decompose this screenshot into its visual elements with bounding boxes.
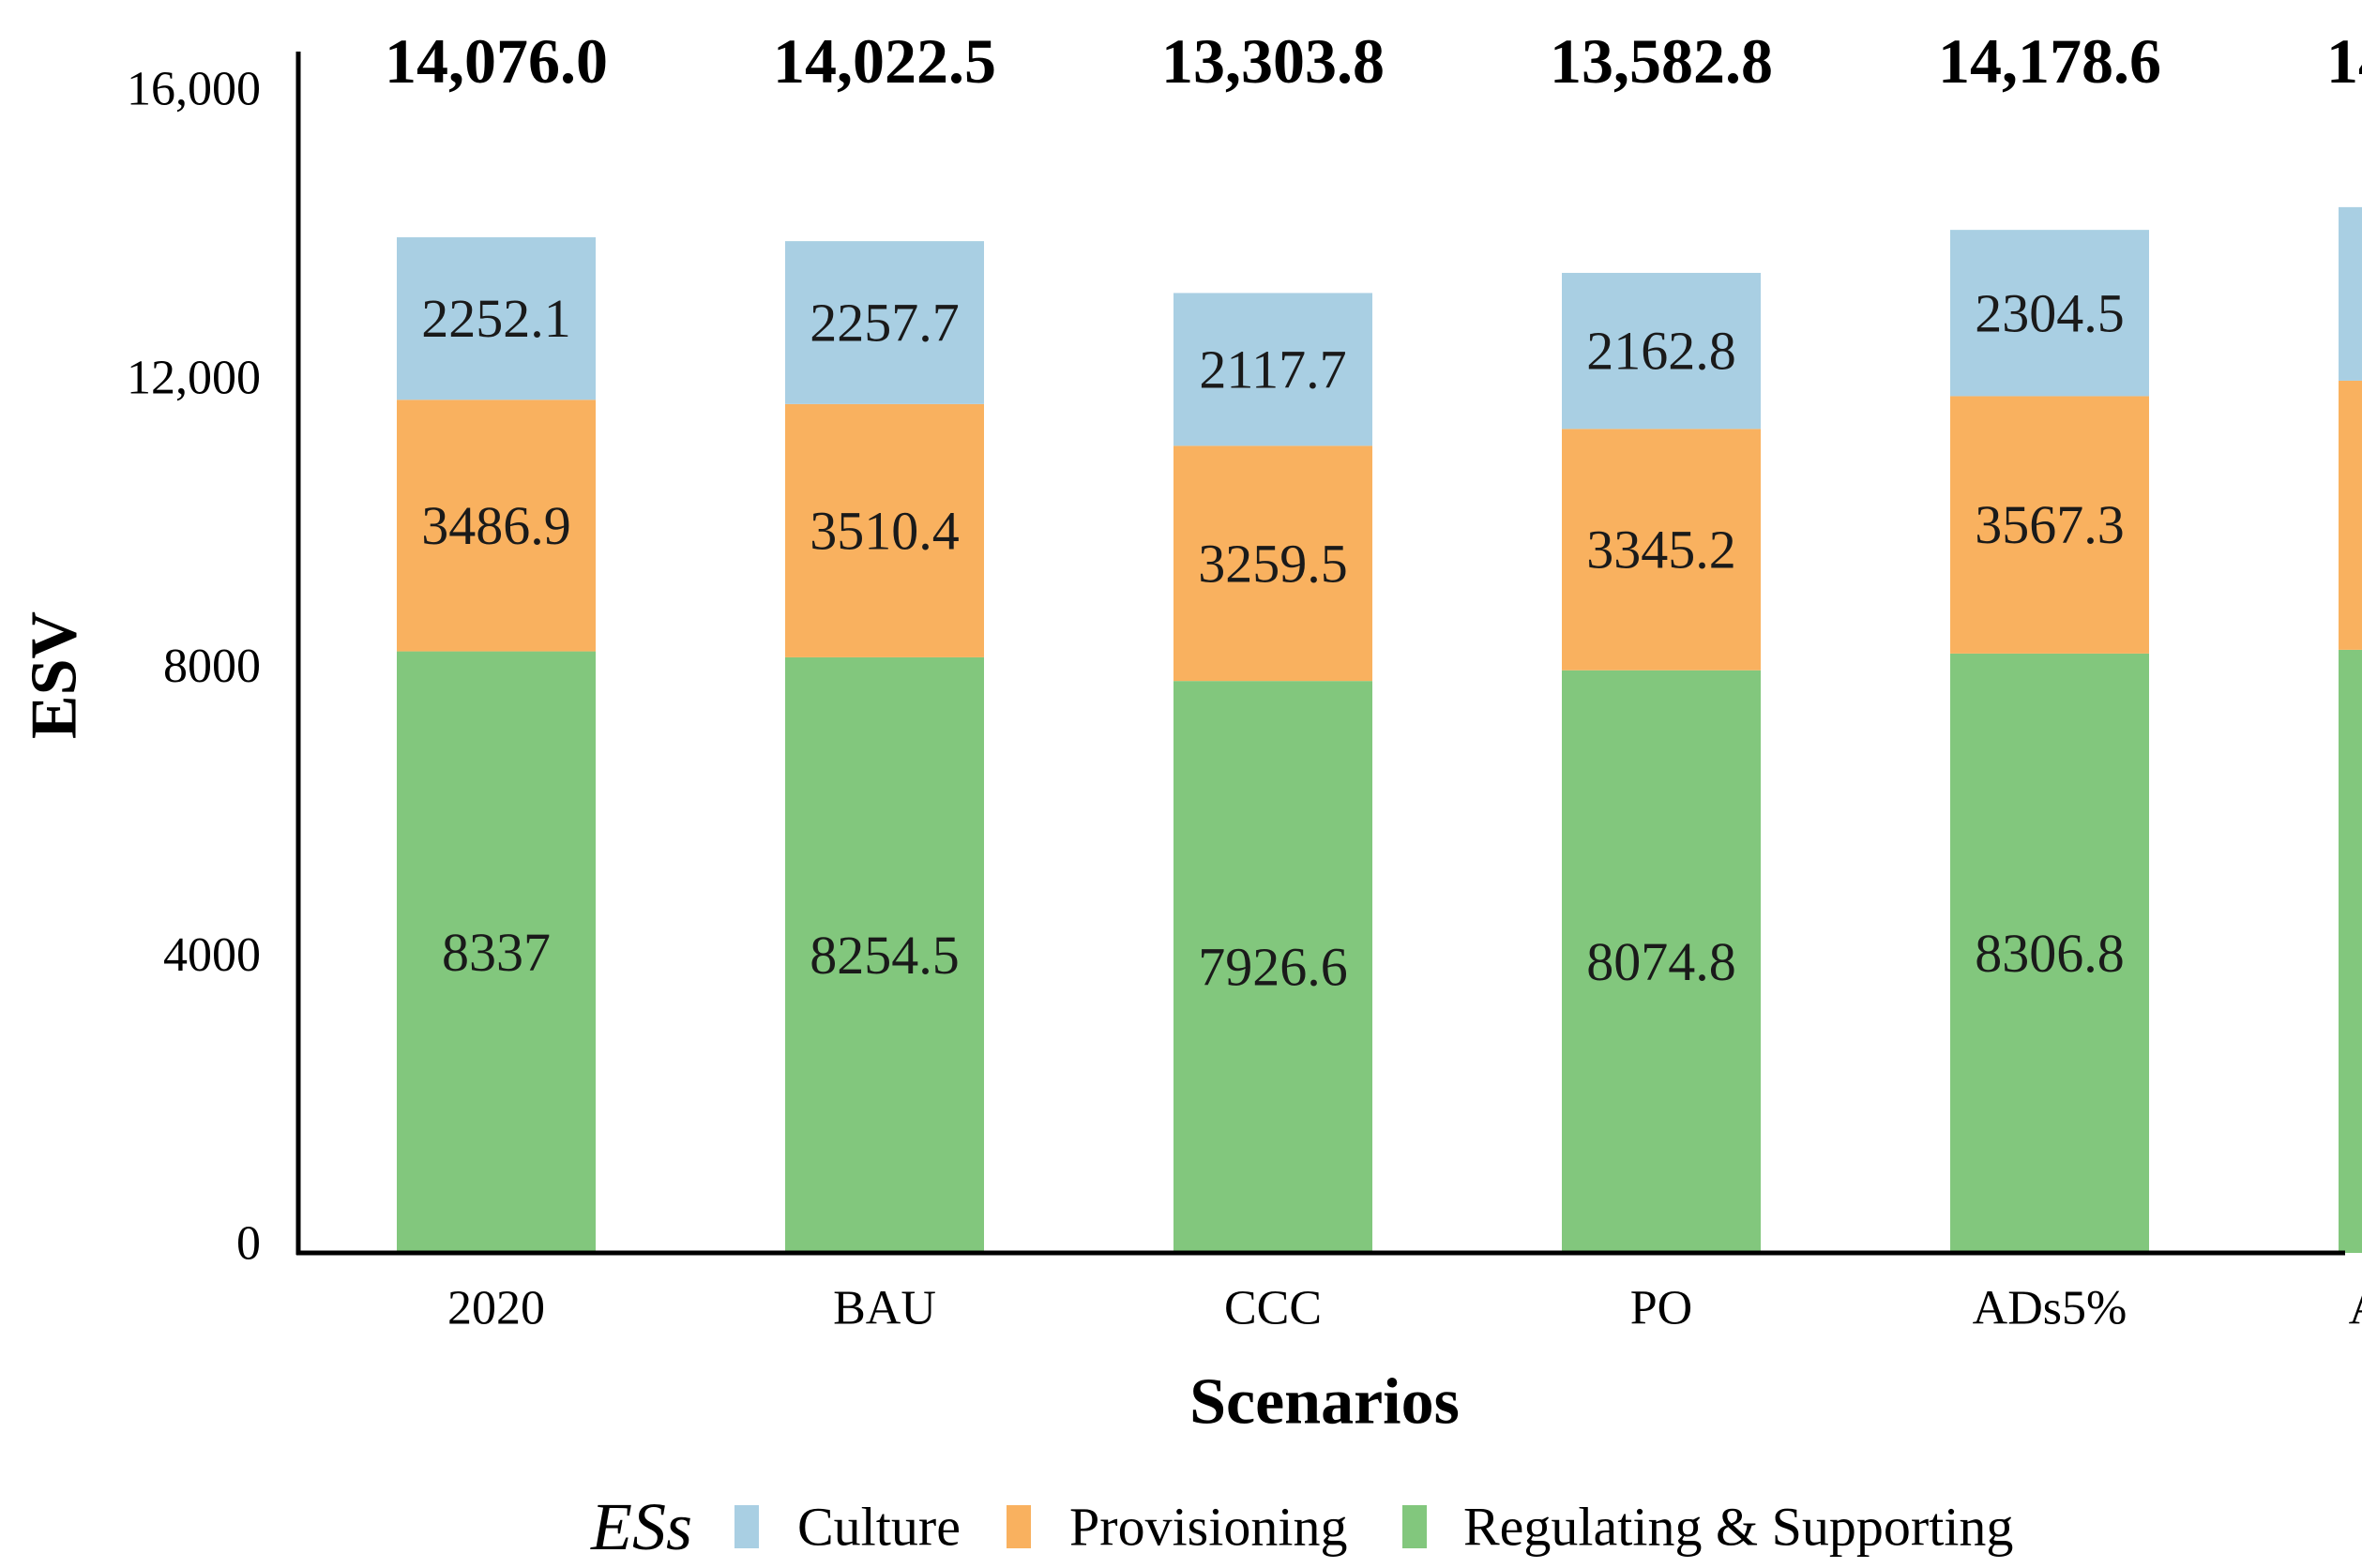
- y-tick-label: 0: [236, 1217, 261, 1271]
- axes-layer: 2020 BAU CCC PO ADs5% ADs10% 0 4000 8000 12,000 16…: [19, 52, 2362, 1439]
- data-label: 3486.9: [421, 495, 571, 556]
- data-label: 8306.8: [1975, 923, 2125, 984]
- x-axis-title: Scenarios: [1189, 1366, 1460, 1439]
- y-tick-label: 12,000: [127, 351, 261, 404]
- legend-swatch: [1007, 1505, 1031, 1548]
- bar-segment-provisioning-ads5: [1950, 396, 2149, 654]
- data-label: 3567.3: [1975, 494, 2125, 555]
- total-label: 14,076.0: [385, 25, 608, 97]
- bar-segment-provisioning-ads10: [2339, 380, 2362, 650]
- bar-segment-culture-po: [1562, 272, 1761, 430]
- bar-segment-regulating-supporting-ccc: [1173, 681, 1372, 1253]
- bar-segment-culture-ads5: [1950, 230, 2149, 397]
- data-label: 2257.7: [810, 292, 960, 353]
- bar-segment-provisioning-bau: [785, 403, 984, 657]
- x-tick-label: ADs5%: [1973, 1282, 2127, 1335]
- total-label: 13,303.8: [1161, 25, 1385, 97]
- bar-segment-culture-bau: [785, 241, 984, 404]
- data-label: 2117.7: [1199, 339, 1346, 400]
- bar-segment-regulating-supporting-po: [1562, 670, 1761, 1253]
- legend-swatch: [1402, 1505, 1427, 1548]
- y-tick-label: 4000: [163, 928, 261, 982]
- data-label: 7926.6: [1198, 937, 1348, 998]
- legend-label: Regulating & Supporting: [1463, 1497, 2013, 1558]
- bar-segment-provisioning-ccc: [1173, 445, 1372, 682]
- bar-segment-culture-2020: [397, 237, 596, 400]
- total-label: 13,582.8: [1550, 25, 1773, 97]
- x-tick-label: CCC: [1224, 1282, 1322, 1335]
- total-label: 14,022.5: [773, 25, 996, 97]
- bar-segment-regulating-supporting-bau: [785, 656, 984, 1253]
- data-label: 8254.5: [810, 925, 960, 986]
- legend-label: Culture: [797, 1497, 961, 1558]
- bar-segment-regulating-supporting-ads10: [2339, 649, 2362, 1253]
- x-tick-label: 2020: [447, 1282, 545, 1335]
- bar-segment-regulating-supporting-2020: [397, 651, 596, 1253]
- bars-layer: [397, 206, 2362, 1253]
- x-tick-label: PO: [1630, 1282, 1692, 1335]
- data-label: 2162.8: [1586, 321, 1736, 382]
- bar-segment-provisioning-2020: [397, 400, 596, 652]
- x-tick-label: ADs10%: [2349, 1282, 2362, 1335]
- bar-segment-provisioning-po: [1562, 429, 1761, 671]
- total-label: 14,494.0: [2326, 25, 2362, 97]
- y-tick-label: 8000: [163, 640, 261, 693]
- data-label: 2252.1: [421, 288, 571, 349]
- data-label: 3510.4: [810, 500, 960, 561]
- data-label: 3345.2: [1586, 520, 1736, 580]
- bar-segment-regulating-supporting-ads5: [1950, 653, 2149, 1253]
- total-label: 14,178.6: [1938, 25, 2161, 97]
- legend-swatch: [734, 1505, 759, 1548]
- legend-label: Provisioning: [1069, 1497, 1348, 1558]
- labels-layer: 8337 3486.9 2252.1 14,076.0 8254.5 3510.4 2257…: [385, 25, 2362, 998]
- data-label: 8074.8: [1586, 931, 1736, 992]
- data-label: 3259.5: [1198, 533, 1348, 594]
- x-tick-label: BAU: [833, 1282, 936, 1335]
- data-label: 2304.5: [1975, 282, 2125, 343]
- legend-title: ESs: [590, 1489, 692, 1564]
- data-label: 8337: [442, 922, 551, 983]
- y-tick-label: 16,000: [127, 63, 261, 116]
- legend: ESs Culture Provisioning Regulating & Suppo…: [590, 1489, 2013, 1564]
- bar-segment-culture-ccc: [1173, 293, 1372, 446]
- bar-segment-culture-ads10: [2339, 206, 2362, 381]
- y-axis-title: ESV: [19, 611, 91, 739]
